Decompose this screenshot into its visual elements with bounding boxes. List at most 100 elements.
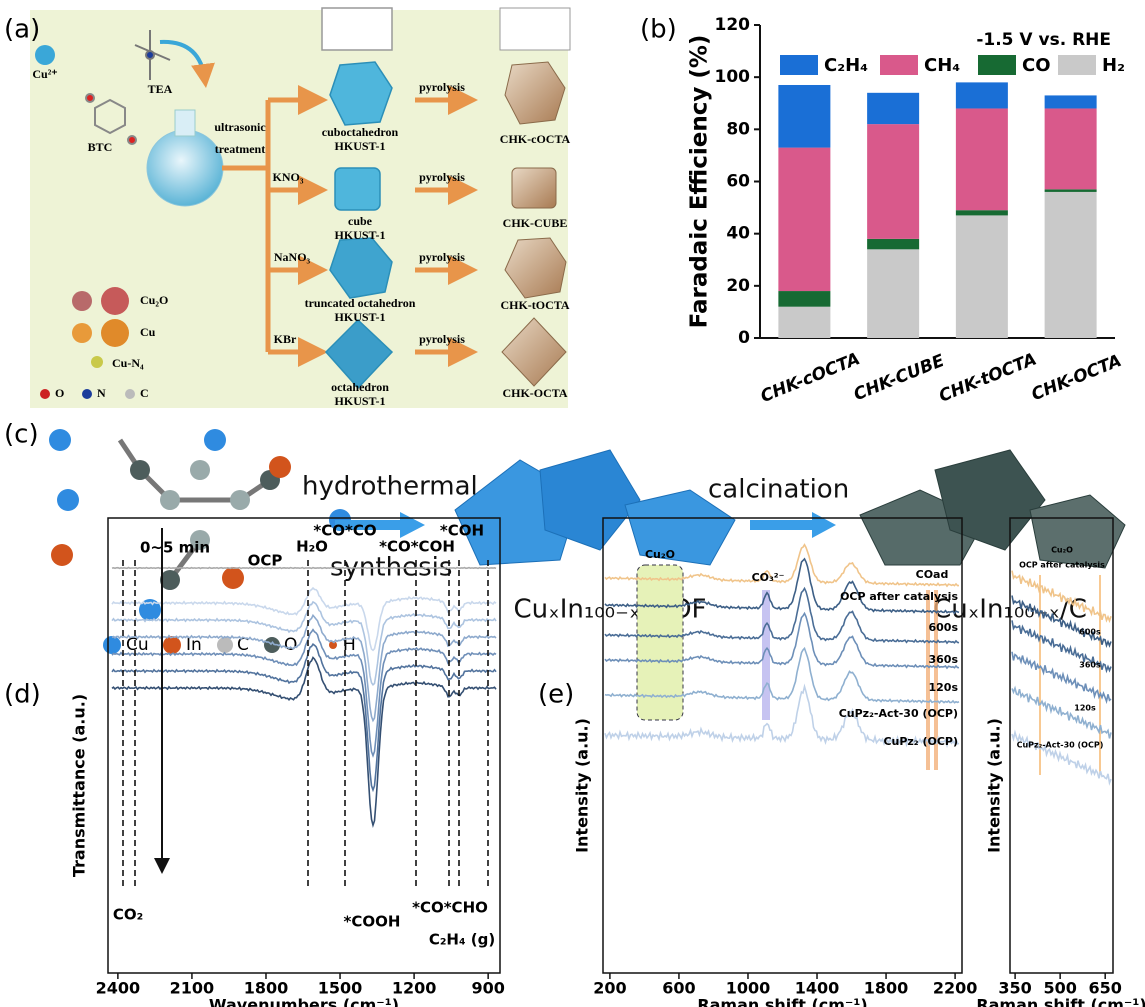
annotation: OCP: [248, 552, 283, 570]
precursor-name: HKUST-1: [335, 310, 386, 324]
x-tick-label: 1000: [726, 979, 771, 998]
precursor-shape: octahedron: [331, 380, 389, 394]
bar-segment: [778, 84, 831, 148]
annotation: 360s: [928, 653, 958, 666]
spectrum: [604, 646, 960, 705]
mix-arrow: [159, 39, 215, 88]
bar-segment: [955, 108, 1008, 211]
legend-label: Cu₂O: [140, 293, 168, 307]
bar-segment: [778, 291, 831, 307]
annotation: 120s: [1074, 704, 1096, 713]
annotation: H₂O: [296, 538, 328, 556]
legend-label: H: [343, 635, 356, 655]
annotation: COad: [916, 568, 949, 581]
x-axis-title: Wavenumbers (cm⁻¹): [209, 996, 399, 1007]
x-tick-label: 2100: [170, 979, 215, 998]
flask-neck: [174, 109, 196, 137]
step-label: pyrolysis: [419, 170, 465, 184]
y-tick-label: 120: [715, 15, 751, 35]
molecule-btc: [85, 93, 137, 145]
treatment-label: ultrasonic: [214, 120, 266, 134]
x-tick-label: 1500: [318, 979, 363, 998]
x-tick-label: 1200: [392, 979, 437, 998]
highlight-band: [934, 590, 938, 770]
x-tick-label: CHK-OCTA: [1029, 351, 1125, 405]
spectrum: [1011, 570, 1112, 624]
x-axis-title: Raman shift (cm⁻¹): [976, 996, 1145, 1007]
annotation: CO₃²⁻: [752, 571, 785, 584]
panel-label: (b): [640, 15, 677, 45]
annotation: Cu₂O: [1051, 546, 1073, 555]
x-tick-label: CHK-CUBE: [851, 351, 948, 406]
branch-arrows: [222, 85, 478, 367]
y-tick-label: 80: [726, 119, 750, 139]
spectrum: [111, 566, 497, 570]
annotation: *CO*COH: [379, 538, 455, 556]
bar-segment: [778, 306, 831, 338]
y-tick-label: 20: [726, 276, 750, 296]
step-label: pyrolysis: [419, 80, 465, 94]
annotation: 120s: [928, 681, 958, 694]
annotation: *COH: [440, 522, 484, 540]
bar-segment: [955, 210, 1008, 216]
spectrum: [111, 643, 497, 793]
spectrum: [1011, 620, 1112, 674]
legend-label: N: [97, 386, 106, 400]
annotation: *COOH: [344, 913, 401, 931]
annotation: CO₂: [113, 906, 143, 924]
annotation: C₂H₄ (g): [429, 931, 495, 949]
bar-segment: [867, 124, 920, 239]
spectrum: [1011, 729, 1112, 786]
spectrum: [1011, 685, 1112, 739]
legend-label: Cu-N₄: [112, 356, 144, 370]
salt-label: NaNO₃: [274, 250, 311, 264]
panel-label: (c): [4, 420, 39, 450]
panel-label: (d): [4, 680, 41, 710]
plot-frame: [107, 517, 501, 974]
spectrum: [111, 600, 497, 686]
annotation: CuPz₂-Act-30 (OCP): [1017, 741, 1104, 750]
annotation: CuPz₂-Act-30 (OCP): [839, 707, 958, 720]
precursor-shapes: [321, 7, 394, 390]
legend-icons-a: [40, 287, 135, 399]
panel-a-background: [30, 10, 568, 408]
plot-frame: [1009, 517, 1114, 974]
mof-crystals: [454, 449, 736, 566]
annotation: OCP after catalysis: [840, 590, 958, 603]
spectrum: [604, 683, 960, 749]
bar-segment: [867, 92, 920, 125]
calcined-crystals: [859, 449, 1126, 569]
x-tick-label: 500: [1043, 979, 1076, 998]
product-label: CHK-OCTA: [502, 386, 567, 400]
molecule-c: [49, 429, 351, 621]
legend-label: O: [284, 635, 297, 655]
x-tick-label: 2400: [96, 979, 141, 998]
spectrum: [604, 543, 959, 588]
legend-swatch: [880, 55, 918, 75]
y-axis-title: Faradaic Efficiency (%): [687, 35, 713, 329]
legend-icons-c: [103, 636, 337, 654]
x-tick-label: CHK-cOCTA: [758, 349, 863, 407]
legend-label: CH₄: [924, 55, 960, 76]
precursor-shape: truncated octahedron: [305, 296, 416, 310]
reagent-label: Cu²⁺: [32, 67, 57, 81]
step-label: pyrolysis: [419, 250, 465, 264]
highlight-band: [926, 590, 930, 770]
spectrum: [604, 557, 960, 615]
spectrum: [111, 613, 497, 723]
cu-ion: [35, 45, 55, 65]
y-axis-title: Transmittance (a.u.): [70, 694, 89, 877]
bar-segment: [867, 249, 920, 338]
legend-label: H₂: [1102, 55, 1125, 76]
bar-segment: [955, 82, 1008, 109]
annotation: Cu₂O: [645, 548, 675, 561]
bar-segment: [1044, 189, 1097, 192]
annotation: 360s: [1079, 661, 1101, 670]
spectrum: [111, 628, 497, 758]
annotation: CuPz₂ (OCP): [883, 735, 958, 748]
bar-segment: [1044, 95, 1097, 109]
legend-label: C: [140, 386, 149, 400]
spectrum: [111, 656, 497, 829]
precursor-name: HKUST-1: [335, 139, 386, 153]
